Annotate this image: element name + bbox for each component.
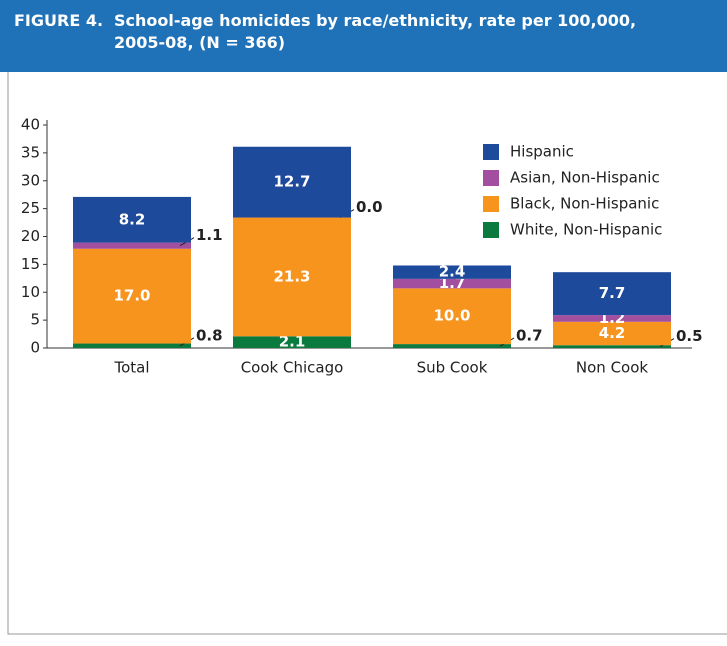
bar-segment [73,343,191,348]
legend-swatch [483,144,499,160]
legend-swatch [483,170,499,186]
value-label: 0.5 [676,327,703,345]
value-label: 8.2 [119,210,146,228]
bar-segment [393,278,511,289]
legend-swatch [483,196,499,212]
chart-title: School-age homicides by race/ethnicity, … [114,11,637,52]
value-label: 4.2 [599,324,626,342]
y-tick-label: 0 [30,339,40,357]
value-label: 0.0 [356,198,383,216]
x-tick-label: Total [113,359,149,377]
frame [7,72,727,635]
y-tick-label: 20 [21,227,40,245]
bar-segment [233,217,351,337]
bar-segment [73,242,191,249]
value-label: 2.4 [439,263,466,281]
bar-segment [553,345,671,348]
value-label: 21.3 [273,267,310,285]
legend-label: Asian, Non-Hispanic [510,169,660,187]
value-label: 10.0 [433,307,470,325]
bar-segment [73,196,191,243]
bar-segment [553,272,671,316]
legend-label: White, Non-Hispanic [510,221,662,239]
value-label: 2.1 [279,333,306,351]
figure-label: FIGURE 4. [14,11,104,30]
bar-segment [393,265,511,279]
y-tick-label: 30 [21,171,40,189]
y-tick-label: 35 [21,143,40,161]
bar-segment [73,248,191,344]
x-tick-label: Cook Chicago [241,359,344,377]
bar-segment [553,321,671,346]
bar-segment [553,315,671,322]
bar-segment [233,146,351,218]
header: FIGURE 4. School-age homicides by race/e… [0,0,727,72]
y-tick-label: 5 [30,311,40,329]
legend-label: Black, Non-Hispanic [510,195,659,213]
value-label: 0.8 [196,326,223,344]
value-label: 17.0 [113,287,150,305]
legend-swatch [483,222,499,238]
y-tick-label: 25 [21,199,40,217]
value-label: 1.1 [196,226,223,244]
y-tick-label: 15 [21,255,40,273]
x-tick-label: Sub Cook [417,359,488,377]
legend-label: Hispanic [510,143,574,161]
y-tick-label: 40 [21,116,40,134]
value-label: 7.7 [599,284,626,302]
value-label: 0.7 [516,327,543,345]
value-label: 12.7 [273,173,310,191]
y-tick-label: 10 [21,283,40,301]
x-tick-label: Non Cook [576,359,649,377]
bar-segment [393,344,511,348]
bar-segment [233,336,351,348]
bar-segment [393,288,511,345]
